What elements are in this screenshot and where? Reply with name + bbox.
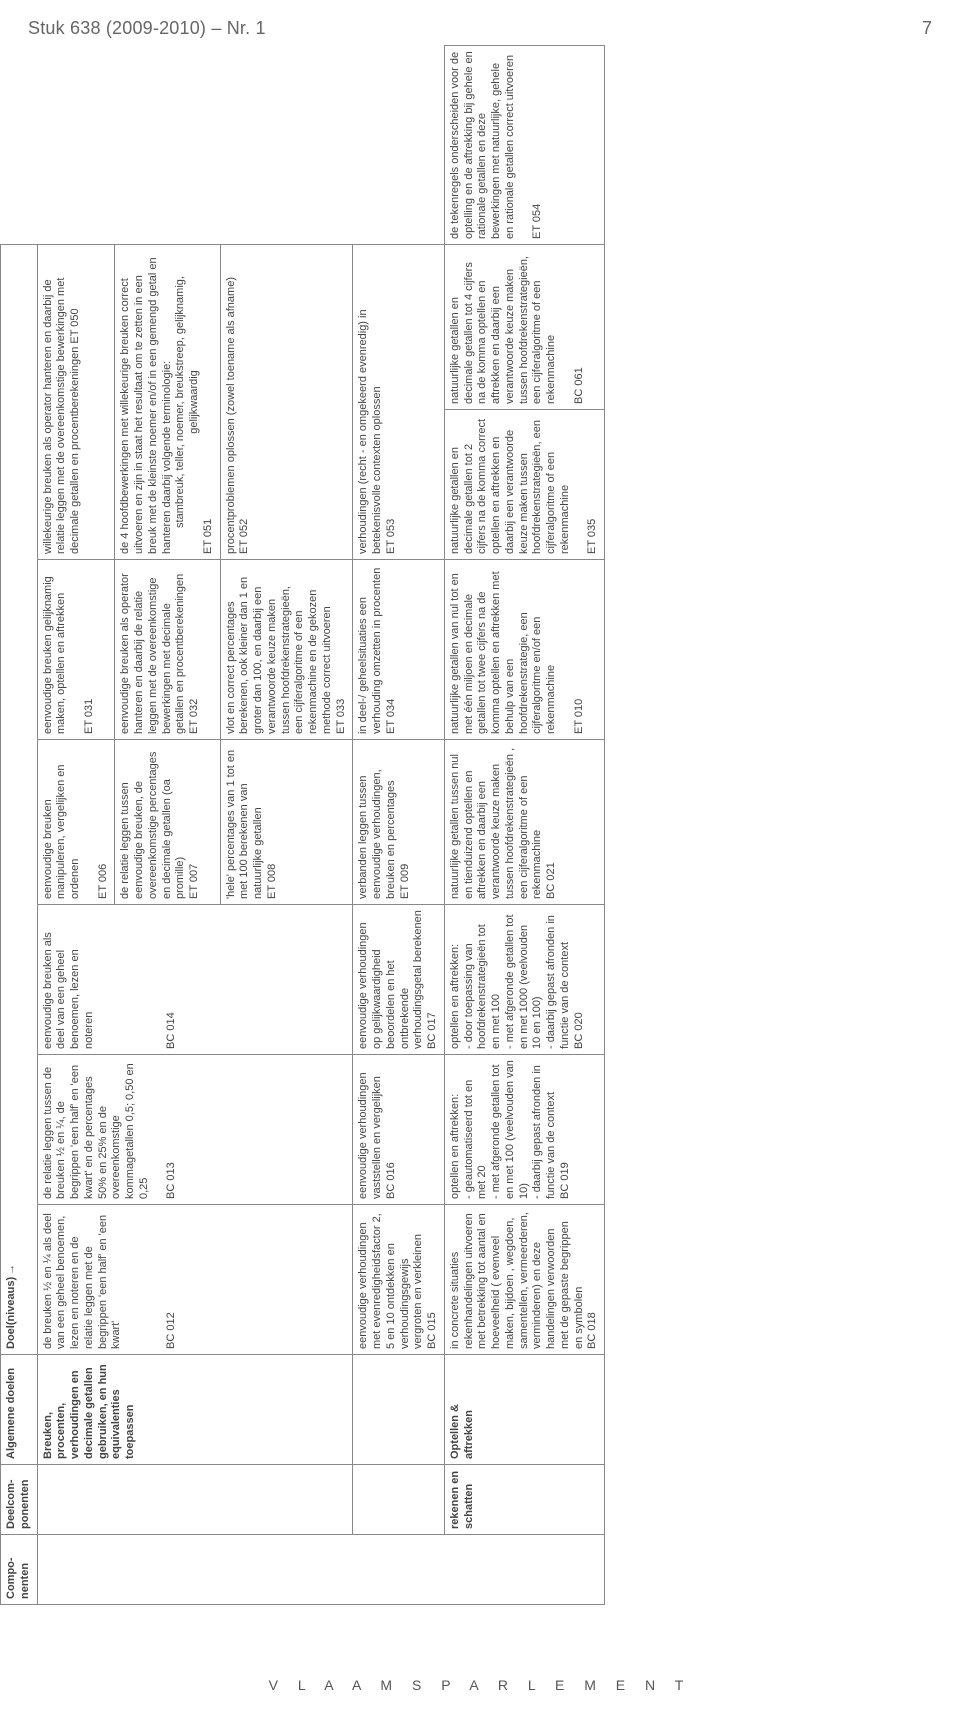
table-row: eenvoudige verhoudingen met evenredighei… (353, 46, 445, 1605)
hdr-componenten: Compo- nenten (1, 1535, 38, 1605)
cell-text: de relatie leggen tussen eenvoudige breu… (119, 745, 188, 899)
cell-code: BC 015 (426, 1210, 440, 1349)
cell: eenvoudige verhoudingen op gelijkwaardig… (353, 905, 445, 1055)
cell-text: eenvoudige breuken als operator hanteren… (119, 565, 188, 734)
cell-text: eenvoudige breuken als deel van een gehe… (42, 910, 97, 1049)
cell-text: optellen en aftrekken: - door toepassing… (449, 910, 573, 1049)
cell: de tekenregels onderscheiden voor de opt… (444, 46, 604, 245)
cell-componenten-blank (37, 1535, 605, 1605)
table-row: rekenen en schatten Optellen & aftrekken… (444, 46, 604, 1605)
cell-text: optellen en aftrekken: - geautomatiseerd… (449, 1060, 559, 1199)
cell: vlot en correct percentages berekenen, o… (220, 560, 353, 740)
hdr-doelniveaus: Doel(niveaus) (1, 245, 38, 1355)
cell: natuurlijke getallen en decimale getalle… (444, 410, 604, 560)
cell: optellen en aftrekken: - geautomatiseerd… (444, 1055, 604, 1205)
cell-text: natuurlijke getallen van nul tot en met … (449, 565, 559, 734)
cell-algdoel-breuken: Breuken, procenten, verhoudingen en deci… (37, 1355, 353, 1465)
cell: in deel-/ geheelsituaties een verhouding… (353, 560, 445, 740)
cell: eenvoudige verhoudingen met evenredighei… (353, 1205, 445, 1355)
cell-code: BC 061 (573, 250, 587, 404)
cell-text: de breuken ½ en ¼ als deel van een gehee… (42, 1210, 125, 1349)
cell: eenvoudige verhoudingen vaststellen en v… (353, 1055, 445, 1205)
cell-code: ET 007 (188, 745, 202, 899)
cell-code: ET 006 (97, 745, 111, 899)
cell-text: procentproblemen oplossen (zowel toename… (225, 250, 239, 554)
table-header-row: Compo- nenten Deelcom- ponenten Algemene… (1, 46, 38, 1605)
cell-code: ET 010 (573, 565, 587, 734)
rotated-table-wrapper: Compo- nenten Deelcom- ponenten Algemene… (0, 45, 960, 1665)
cell-code: ET 008 (266, 745, 280, 899)
cell: de 4 hoofdbewerkingen met willekeurige b… (115, 245, 220, 560)
cell-text: natuurlijke getallen en decimale getalle… (449, 415, 573, 554)
cell-text: in deel-/ geheelsituaties een verhouding… (357, 565, 385, 734)
cell: natuurlijke getallen van nul tot en met … (444, 560, 604, 740)
cell-deelcomp-rekenen: rekenen en schatten (444, 1465, 604, 1535)
cell-text: in concrete situaties rekenhandelingen u… (449, 1210, 587, 1349)
cell: eenvoudige breuken als operator hanteren… (115, 560, 220, 740)
cell-text: eenvoudige verhoudingen met evenredighei… (357, 1210, 426, 1349)
cell: natuurlijke getallen en decimale getalle… (444, 245, 604, 410)
curriculum-table: Compo- nenten Deelcom- ponenten Algemene… (0, 45, 605, 1605)
cell-text: verbanden leggen tussen eenvoudige verho… (357, 745, 398, 899)
cell: natuurlijke getallen tussen nul en tiend… (444, 740, 604, 905)
cell-code: ET 032 (188, 565, 202, 734)
cell: procentproblemen oplossen (zowel toename… (220, 245, 353, 560)
cell-code: ET 054 (531, 51, 545, 239)
hdr-algemene-doelen: Algemene doelen (1, 1355, 38, 1465)
cell-text: vlot en correct percentages berekenen, o… (225, 565, 335, 734)
cell: 'hele' percentages van 1 tot en met 100 … (220, 740, 353, 905)
cell-text: de tekenregels onderscheiden voor de opt… (449, 51, 518, 239)
cell-code: BC 019 (559, 1060, 573, 1199)
cell-text: natuurlijke getallen en decimale getalle… (449, 250, 559, 404)
cell-text: eenvoudige verhoudingen vaststellen en v… (357, 1060, 385, 1199)
cell-text: natuurlijke getallen tussen nul en tiend… (449, 745, 545, 899)
cell-text: 'hele' percentages van 1 tot en met 100 … (225, 745, 266, 899)
cell-text: de 4 hoofdbewerkingen met willekeurige b… (119, 250, 174, 554)
cell-code: BC 020 (573, 910, 587, 1049)
cell-code: ET 035 (586, 415, 600, 554)
cell: de relatie leggen tussen eenvoudige breu… (115, 740, 220, 905)
cell-blank (353, 1355, 445, 1465)
hdr-doelniveaus-label: Doel(niveaus) (5, 1264, 17, 1349)
cell-deelcomp-blank (37, 1465, 353, 1535)
cell-text: verhoudingen (recht - en omgekeerd evenr… (357, 250, 385, 554)
cell-text: eenvoudige verhoudingen op gelijkwaardig… (357, 910, 426, 1049)
cell: de relatie leggen tussen de breuken ½ en… (37, 1055, 353, 1205)
footer-parliament: V L A A M S P A R L E M E N T (0, 1665, 960, 1715)
table-row: Breuken, procenten, verhoudingen en deci… (37, 46, 115, 1605)
cell-code: ET 052 (238, 250, 252, 554)
cell: verhoudingen (recht - en omgekeerd evenr… (353, 245, 445, 560)
cell: eenvoudige breuken als deel van een gehe… (37, 905, 353, 1055)
cell-code: BC 018 (586, 1210, 600, 1349)
cell-code: ET 051 (202, 250, 216, 554)
cell: eenvoudige breuken manipuleren, vergelij… (37, 740, 115, 905)
cell: eenvoudige breuken gelijknamig maken, op… (37, 560, 115, 740)
cell-code: BC 016 (385, 1060, 399, 1199)
cell-text: willekeurige breuken als operator hanter… (42, 250, 83, 554)
cell-code: ET 033 (335, 565, 349, 734)
hdr-deelcomponenten: Deelcom- ponenten (1, 1465, 38, 1535)
cell-code: BC 021 (545, 745, 559, 899)
cell-code: BC 014 (165, 910, 179, 1049)
cell-code: BC 013 (165, 1060, 179, 1199)
cell-code: ET 009 (399, 745, 413, 899)
cell-blank (353, 1465, 445, 1535)
cell-code: ET 034 (385, 565, 399, 734)
cell: verbanden leggen tussen eenvoudige verho… (353, 740, 445, 905)
cell-code: ET 053 (385, 250, 399, 554)
cell-algdoel-optellen: Optellen & aftrekken (444, 1355, 604, 1465)
cell: optellen en aftrekken: - door toepassing… (444, 905, 604, 1055)
cell-code: BC 017 (426, 910, 440, 1049)
cell: de breuken ½ en ¼ als deel van een gehee… (37, 1205, 353, 1355)
cell: willekeurige breuken als operator hanter… (37, 245, 115, 560)
page-number: 7 (922, 18, 932, 39)
cell-text: stambreuk, teller, noemer, breukstreep, … (174, 250, 202, 554)
cell-code: ET 031 (83, 565, 97, 734)
running-head: Stuk 638 (2009-2010) – Nr. 1 (0, 0, 960, 45)
cell-code: BC 012 (165, 1210, 179, 1349)
cell-text: eenvoudige breuken manipuleren, vergelij… (42, 745, 83, 899)
cell: in concrete situaties rekenhandelingen u… (444, 1205, 604, 1355)
cell-text: de relatie leggen tussen de breuken ½ en… (42, 1060, 152, 1199)
cell-text: eenvoudige breuken gelijknamig maken, op… (42, 565, 70, 734)
